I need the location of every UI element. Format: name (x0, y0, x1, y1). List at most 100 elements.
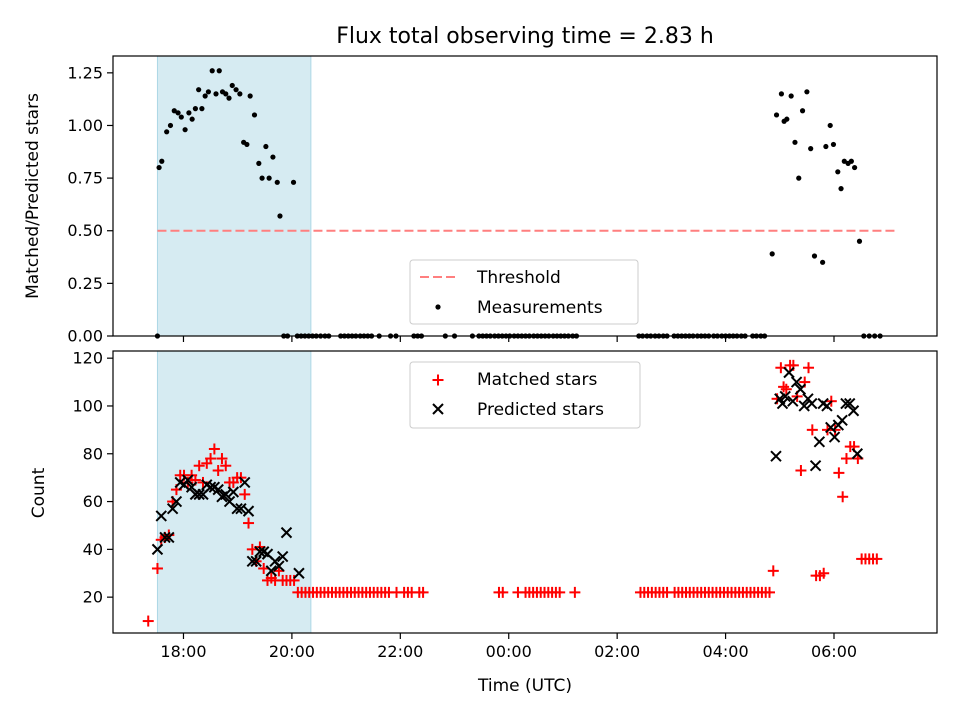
predicted-star-b (250, 555, 262, 568)
predicted-star-point (847, 405, 860, 417)
bottom-y-tick-label: 60 (83, 492, 103, 511)
matched-star-point (208, 443, 220, 455)
predicted-star-point (254, 546, 266, 558)
measurement-point (827, 122, 833, 129)
measurement-point (186, 110, 192, 116)
predicted-star-b (787, 395, 799, 407)
matched-star-point (239, 488, 251, 500)
predicted-star-point (163, 531, 175, 544)
predicted-star-point (250, 555, 262, 568)
predicted-star-point (825, 421, 837, 434)
measurement-point (274, 179, 280, 185)
predicted-star-b (828, 431, 841, 443)
legend-threshold-label: Threshold (476, 268, 561, 288)
matched-star-point (837, 491, 849, 503)
predicted-star-b (170, 495, 183, 508)
measurement-point (856, 238, 863, 244)
measurement-point (226, 95, 232, 101)
measurement-point (202, 93, 208, 99)
predicted-star-b (151, 543, 164, 556)
chart-title: Flux total observing time = 2.83 h (336, 24, 714, 49)
matched-star-point (212, 464, 224, 476)
measurement-point (251, 112, 258, 118)
measurement-point (189, 116, 195, 122)
predicted-star-point (293, 567, 305, 579)
predicted-star-b (806, 397, 818, 410)
predicted-star-point (794, 383, 807, 395)
top-legend: Threshold Measurements (409, 259, 639, 325)
predicted-star-point (159, 531, 171, 544)
predicted-star-point (276, 550, 289, 563)
bottom-plot-area: 20 40 60 80 100 120 18:00 20:00 22:00 00:00 02:00 0… (72, 349, 938, 661)
matched-star-point (193, 460, 205, 472)
x-tick-label: 18:00 (160, 642, 206, 661)
predicted-star-point (779, 390, 791, 403)
measurement-point (773, 112, 780, 118)
measurement-point (852, 164, 858, 171)
predicted-star-b (261, 548, 274, 560)
measurement-point (841, 158, 847, 164)
matched-star-point (142, 615, 154, 627)
measurement-point (209, 68, 215, 74)
matched-star-point (258, 562, 270, 574)
measurement-point (223, 91, 229, 97)
bottom-y-tick-label: 40 (83, 540, 103, 559)
measurement-point (233, 87, 239, 93)
bottom-y-tick-label: 120 (72, 349, 103, 368)
predicted-star-b (821, 400, 833, 412)
predicted-star-point (212, 483, 224, 496)
measurement-point (205, 89, 212, 95)
measurement-point (792, 139, 798, 145)
predicted-star-point (806, 397, 818, 410)
predicted-star-point (151, 543, 164, 556)
measurement-point (178, 114, 184, 120)
predicted-star-b (790, 376, 803, 388)
predicted-star-point (235, 503, 247, 515)
matched-star-point (763, 586, 775, 598)
measurement-point (164, 129, 170, 135)
x-tick-label: 20:00 (269, 642, 315, 661)
predicted-star-b (836, 414, 848, 427)
predicted-star-b (220, 488, 232, 501)
predicted-star-point (821, 400, 833, 412)
matched-star-point (806, 424, 818, 436)
bottom-y-tick-label: 20 (83, 588, 103, 607)
matched-star-point (829, 424, 841, 436)
predicted-star-b (155, 510, 167, 522)
measurement-point (229, 82, 235, 89)
predicted-star-b (783, 366, 795, 379)
top-y-tick-label: 1.00 (67, 116, 103, 135)
predicted-star-b (809, 460, 822, 472)
predicted-star-b (293, 567, 305, 579)
measurement-point (823, 143, 829, 150)
matched-star-point (767, 565, 779, 577)
predicted-star-point (787, 395, 799, 407)
measurement-point (788, 93, 794, 99)
legend-measurements-label: Measurements (477, 298, 603, 318)
predicted-star-b (166, 503, 179, 515)
measurement-point (192, 106, 198, 112)
measurement-point (796, 175, 802, 181)
matched-star-point (795, 464, 807, 476)
bottom-y-tick-label: 100 (72, 396, 103, 415)
top-axes-frame (112, 55, 938, 337)
predicted-star-b (239, 476, 251, 489)
predicted-star-b (254, 546, 266, 558)
matched-star-point (246, 543, 258, 555)
predicted-star-point (770, 450, 782, 462)
predicted-star-point (273, 560, 285, 572)
top-legend-box (409, 259, 639, 325)
predicted-star-point (265, 565, 278, 577)
predicted-star-b (280, 526, 293, 539)
x-tick-label: 22:00 (377, 642, 423, 661)
bottom-legend-box (409, 361, 641, 429)
measurement-point (263, 143, 269, 150)
predicted-star-b (798, 400, 810, 412)
top-plot-area: 0.00 0.25 0.50 0.75 1.00 1.25 Threshold Measure… (67, 55, 938, 346)
matched-star-point (243, 517, 255, 529)
predicted-star-b (159, 531, 171, 544)
predicted-star-b (223, 495, 236, 508)
predicted-star-b (825, 421, 837, 434)
predicted-star-point (280, 526, 293, 539)
